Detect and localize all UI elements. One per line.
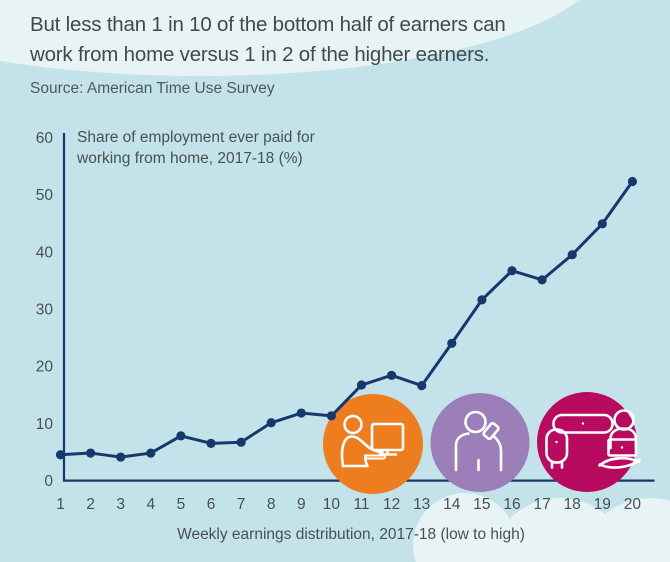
y-tick-label: 40 <box>36 244 54 261</box>
x-tick-label: 5 <box>177 496 186 513</box>
data-point <box>296 408 306 418</box>
y-tick-labels: 0 10 20 30 40 50 60 <box>36 130 54 490</box>
y-tick-label: 30 <box>36 301 54 318</box>
data-point <box>477 295 487 305</box>
x-tick-label: 18 <box>564 496 581 513</box>
data-point <box>266 418 276 428</box>
data-point <box>206 438 216 448</box>
data-series <box>55 176 638 462</box>
data-point <box>326 411 336 421</box>
data-point <box>176 431 186 441</box>
y-tick-label: 20 <box>36 359 54 376</box>
desktop-worker-badge <box>323 394 423 494</box>
x-tick-label: 6 <box>207 496 216 513</box>
x-tick-label: 14 <box>443 496 461 513</box>
x-tick-label: 17 <box>533 496 550 513</box>
person-on-sofa-with-laptop-icon <box>545 409 641 469</box>
y-tick-label: 0 <box>44 473 53 490</box>
x-tick-label: 4 <box>146 496 155 513</box>
x-tick-label: 12 <box>383 496 400 513</box>
x-tick-label: 16 <box>503 496 520 513</box>
x-tick-label: 20 <box>624 496 642 513</box>
badge-circle-magenta <box>537 392 637 492</box>
x-tick-label: 19 <box>594 496 611 513</box>
x-tick-label: 11 <box>353 496 369 513</box>
data-line <box>59 180 634 459</box>
badge-circle-purple <box>430 393 530 492</box>
phone-caller-badge <box>430 393 530 492</box>
x-tick-label: 8 <box>267 496 276 513</box>
data-point <box>567 250 577 260</box>
data-point <box>356 380 367 390</box>
y-tick-label: 60 <box>36 130 54 147</box>
chart-headline: But less than 1 in 10 of the bottom half… <box>30 10 630 70</box>
y-tick-label: 50 <box>36 187 54 204</box>
data-point <box>627 176 638 187</box>
x-tick-label: 9 <box>297 496 306 513</box>
data-point <box>507 266 517 276</box>
data-point <box>447 338 457 348</box>
x-tick-label: 15 <box>473 496 490 513</box>
source-note: Source: American Time Use Survey <box>30 80 275 97</box>
data-point <box>597 219 607 229</box>
x-tick-label: 1 <box>56 496 65 513</box>
data-point <box>55 450 66 460</box>
y-tick-label: 10 <box>36 416 54 433</box>
person-at-desktop-icon <box>340 414 405 468</box>
sofa-laptop-badge <box>537 392 641 492</box>
data-point <box>387 370 397 380</box>
data-point <box>417 381 427 391</box>
chart-annotation-line-1: Share of employment ever paid for <box>77 129 315 146</box>
x-tick-labels: 1 2 3 4 5 6 7 8 9 10 11 12 13 14 15 16 17 18 19 20 <box>56 496 641 513</box>
headline-line-1: But less than 1 in 10 of the bottom half… <box>30 13 506 36</box>
x-tick-label: 7 <box>237 496 246 513</box>
x-tick-label: 10 <box>323 496 341 513</box>
data-point <box>86 448 96 458</box>
headline-line-2: work from home versus 1 in 2 of the high… <box>30 43 490 66</box>
x-tick-label: 3 <box>116 496 125 513</box>
chart-annotation-line-2: working from home, 2017-18 (%) <box>76 150 303 167</box>
person-on-phone-icon <box>454 410 503 472</box>
data-point <box>116 452 126 462</box>
x-tick-label: 13 <box>413 496 430 513</box>
x-tick-label: 2 <box>86 496 95 513</box>
data-point <box>146 448 156 458</box>
x-axis-title: Weekly earnings distribution, 2017-18 (l… <box>177 526 525 543</box>
data-point <box>236 437 246 447</box>
data-point <box>537 275 547 285</box>
